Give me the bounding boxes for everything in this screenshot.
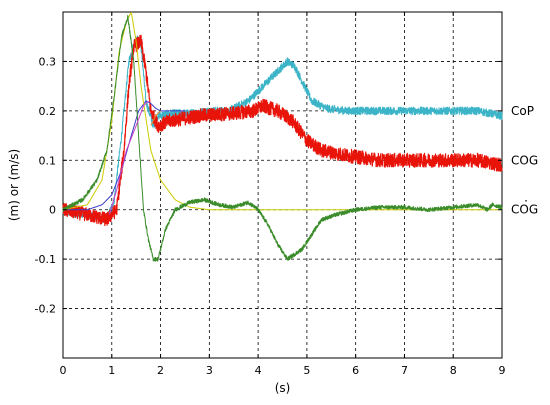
y-tick-label: 0.2 [39,105,57,118]
x-tick-label: 8 [450,364,457,377]
y-tick-label: 0 [49,204,56,217]
x-tick-label: 3 [206,364,213,377]
x-tick-label: 1 [108,364,115,377]
x-tick-label: 9 [499,364,506,377]
x-tick-label: 2 [157,364,164,377]
y-tick-label: 0.3 [39,55,57,68]
series-cog_vel [62,14,503,262]
x-tick-label: 4 [255,364,262,377]
series-cog_red [62,34,503,227]
series-label: COG [511,153,538,167]
x-tick-label: 0 [60,364,67,377]
y-tick-label: -0.2 [35,303,56,316]
series-orange [150,110,161,126]
series-label: COG [511,203,538,217]
y-tick-label: 0.1 [39,154,57,167]
x-tick-label: 5 [303,364,310,377]
series-label: CoP [511,104,534,118]
y-axis-label: (m) or (m/s) [7,149,21,221]
x-tick-label: 6 [352,364,359,377]
series-magenta [108,100,149,215]
series-label-dot: . [524,191,528,205]
x-axis-label: (s) [275,381,291,395]
x-tick-label: 7 [401,364,408,377]
y-tick-label: -0.1 [35,253,56,266]
